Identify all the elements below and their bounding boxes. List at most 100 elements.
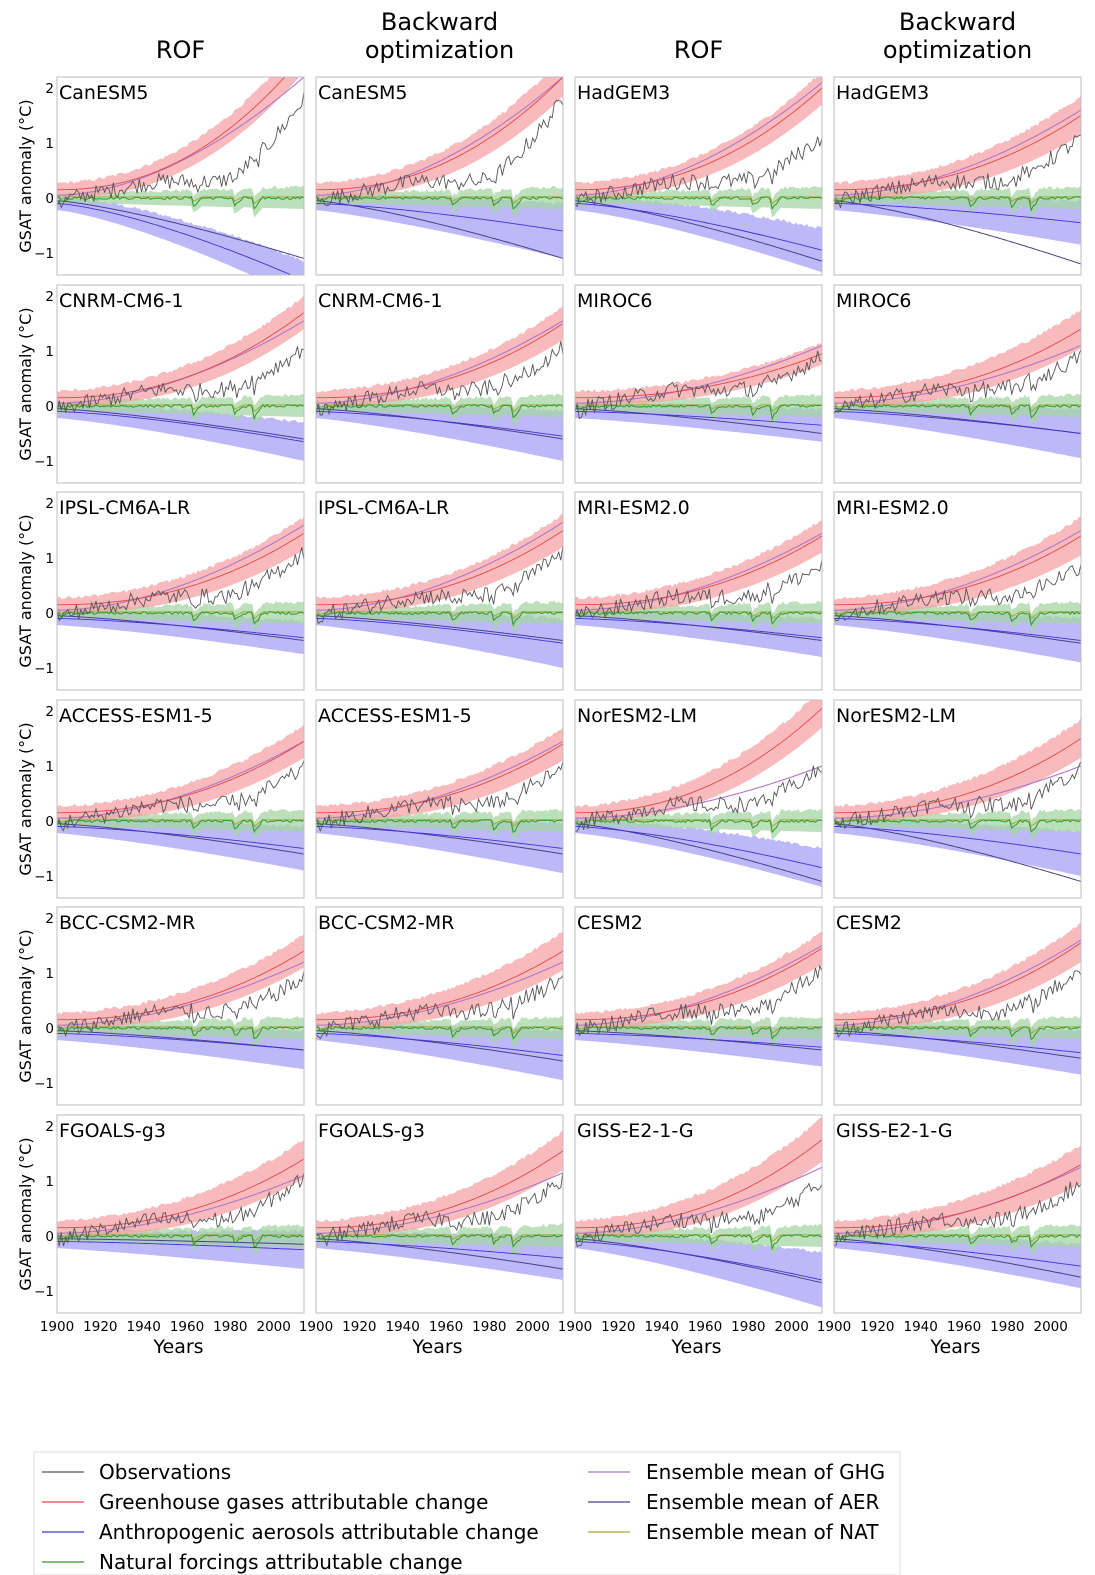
panel-frame — [574, 491, 823, 691]
model-label: IPSL-CM6A-LR — [59, 497, 190, 519]
y-tick-label: 1 — [45, 136, 54, 152]
model-label: ACCESS-ESM1-5 — [318, 705, 472, 727]
x-tick-label: 1940 — [644, 1319, 678, 1335]
mean-aer-line — [575, 823, 822, 882]
panel-frame — [315, 699, 564, 899]
aer-line — [834, 826, 1081, 855]
y-tick-label: 2 — [45, 81, 54, 97]
ghg-band — [575, 1116, 822, 1236]
panel: CanESM5 −1 0 1 2 GSAT anomaly (°C) — [16, 76, 305, 276]
legend-label-mean-aer: Ensemble mean of AER — [646, 1490, 879, 1514]
ghg-line — [834, 942, 1081, 1021]
mean-aer-line — [316, 200, 563, 259]
panel-frame — [315, 284, 564, 484]
x-tick-label: 1920 — [601, 1319, 635, 1335]
model-label: NorESM2-LM — [577, 705, 697, 727]
nat-line — [834, 404, 1081, 419]
ghg-band — [57, 723, 304, 820]
panel: BCC-CSM2-MR −1 0 1 2 GSAT anomaly (°C) — [16, 906, 305, 1106]
model-label: GISS-E2-1-G — [836, 1120, 953, 1142]
panel-frame — [574, 1114, 823, 1314]
y-tick-label: 1 — [45, 759, 54, 775]
ghg-band — [316, 932, 563, 1028]
x-axis-label: Years — [411, 1336, 462, 1358]
y-axis-label: GSAT anomaly (°C) — [16, 99, 35, 252]
mean-ghg-line — [834, 109, 1081, 196]
aer-band — [57, 403, 304, 461]
ghg-line — [57, 532, 304, 606]
aer-line — [834, 1241, 1081, 1267]
observations-line — [834, 761, 1081, 830]
observations-line — [575, 1182, 822, 1248]
legend-frame — [33, 1451, 901, 1575]
y-tick-label: −1 — [34, 661, 54, 677]
observations-line — [316, 760, 563, 833]
mean-nat-line — [834, 404, 1081, 413]
y-axis-label: GSAT anomaly (°C) — [16, 929, 35, 1082]
observations-line — [316, 974, 563, 1040]
nat-line — [57, 610, 304, 625]
ghg-line — [834, 328, 1081, 399]
ghg-band — [575, 931, 822, 1027]
panel: CESM2 — [574, 906, 823, 1106]
model-label: IPSL-CM6A-LR — [318, 497, 449, 519]
observations-line — [57, 970, 304, 1038]
ghg-band — [57, 1139, 304, 1236]
aer-line — [316, 618, 563, 644]
aer-line — [834, 411, 1081, 434]
ghg-band — [575, 700, 822, 820]
mean-ghg-line — [57, 1174, 304, 1234]
mean-ghg-line — [575, 82, 822, 196]
x-tick-label: 1920 — [83, 1319, 117, 1335]
mean-ghg-line — [316, 521, 563, 611]
panel: GISS-E2-1-G — [574, 1114, 823, 1314]
aer-line — [834, 1033, 1081, 1054]
y-tick-label: 1 — [45, 1174, 54, 1190]
observations-line — [575, 350, 822, 420]
nat-line — [57, 403, 304, 421]
model-label: CanESM5 — [59, 82, 149, 104]
model-label: BCC-CSM2-MR — [318, 912, 454, 934]
aer-line — [316, 826, 563, 849]
legend-label-ghg: Greenhouse gases attributable change — [99, 1490, 488, 1514]
ghg-band — [316, 727, 563, 820]
ghg-band — [316, 1130, 563, 1236]
model-label: MRI-ESM2.0 — [836, 497, 949, 519]
aer-band — [575, 1233, 822, 1308]
x-tick-label: 1940 — [126, 1319, 160, 1335]
model-label: ACCESS-ESM1-5 — [59, 705, 213, 727]
panel-frame — [315, 1114, 564, 1314]
legend-label-observations: Observations — [99, 1460, 231, 1484]
y-axis-label: GSAT anomaly (°C) — [16, 514, 35, 667]
legend-label-aer: Anthropogenic aerosols attributable chan… — [99, 1520, 539, 1544]
nat-line — [834, 195, 1081, 212]
model-label: GISS-E2-1-G — [577, 1120, 694, 1142]
panel-frame — [56, 699, 305, 899]
ghg-line — [316, 1150, 563, 1229]
nat-line — [57, 819, 304, 834]
mean-ghg-line — [316, 77, 563, 196]
legend: Observations Greenhouse gases attributab… — [33, 1451, 901, 1575]
x-tick-label: 1960 — [947, 1319, 981, 1335]
ghg-line — [575, 1139, 822, 1229]
mean-ghg-line — [316, 740, 563, 819]
aer-line — [316, 1033, 563, 1056]
observations-line — [316, 544, 563, 625]
aer-line — [575, 411, 822, 426]
panel-grid: CanESM5 −1 0 1 2 GSAT anomaly (°C) CanESM5 HadG… — [16, 76, 1082, 1314]
mean-ghg-line — [57, 961, 304, 1026]
legend-label-mean-nat: Ensemble mean of NAT — [646, 1520, 879, 1544]
nat-line — [834, 610, 1081, 627]
model-label: HadGEM3 — [836, 82, 929, 104]
aer-band — [316, 402, 563, 461]
ghg-band — [575, 520, 822, 612]
ghg-line — [316, 77, 563, 191]
model-label: CNRM-CM6-1 — [318, 290, 443, 312]
panel-frame — [574, 284, 823, 484]
observations-line — [316, 341, 563, 416]
ghg-line — [57, 77, 286, 191]
aer-line — [316, 1241, 563, 1259]
nat-line — [575, 1026, 822, 1040]
